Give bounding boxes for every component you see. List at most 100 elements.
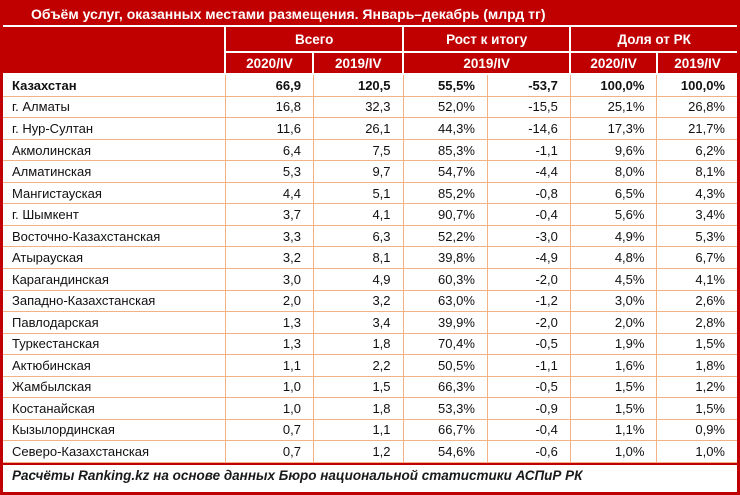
value-cell: 5,6% (569, 203, 658, 226)
value-cell: 2,2 (312, 354, 404, 377)
value-cell: 6,4 (224, 138, 314, 162)
header-sub-row: 2020/IV 2019/IV 2019/IV 2020/IV 2019/IV (3, 51, 737, 74)
value-cell: 11,6 (224, 117, 314, 140)
region-cell: г. Алматы (3, 95, 226, 119)
value-cell: 55,5% (402, 74, 488, 97)
value-cell: 53,3% (402, 397, 488, 420)
table-row: Карагандинская 3,0 4,9 60,3% -2,0 4,5% 4,1% (3, 267, 737, 291)
table-row: Казахстан 66,9 120,5 55,5% -53,7 100,0% 100,0% (3, 74, 737, 97)
value-cell: 2,0% (569, 311, 658, 334)
region-cell: Жамбылская (3, 375, 226, 399)
value-cell: 32,3 (312, 95, 404, 119)
value-cell: 100,0% (569, 74, 658, 97)
value-cell: -1,1 (486, 138, 571, 162)
value-cell: 1,6% (569, 354, 658, 377)
value-cell: 16,8 (224, 95, 314, 119)
value-cell: 85,2% (402, 181, 488, 205)
value-cell: 90,7% (402, 203, 488, 226)
value-cell: 3,4% (656, 203, 737, 226)
value-cell: 2,0 (224, 289, 314, 313)
region-cell: Алматинская (3, 160, 226, 183)
value-cell: 4,9 (312, 267, 404, 291)
table-row: Павлодарская 1,3 3,4 39,9% -2,0 2,0% 2,8% (3, 311, 737, 334)
table-header: Всего Рост к итогу Доля от РК 2020/IV 20… (3, 27, 737, 74)
value-cell: 44,3% (402, 117, 488, 140)
value-cell: 6,5% (569, 181, 658, 205)
table-row: Восточно-Казахстанская 3,3 6,3 52,2% -3,0 4,9… (3, 224, 737, 248)
value-cell: 1,3 (224, 311, 314, 334)
value-cell: 3,4 (312, 311, 404, 334)
value-cell: 54,7% (402, 160, 488, 183)
subheader-share-2019: 2019/IV (655, 51, 737, 74)
value-cell: 1,5 (312, 375, 404, 399)
header-group-row: Всего Рост к итогу Доля от РК (3, 27, 737, 74)
value-cell: 0,7 (224, 418, 314, 442)
value-cell: 4,8% (569, 246, 658, 269)
value-cell: 1,5% (656, 332, 737, 356)
table-row: Кызылординская 0,7 1,1 66,7% -0,4 1,1% 0,9% (3, 418, 737, 442)
value-cell: 8,1 (312, 246, 404, 269)
value-cell: 6,7% (656, 246, 737, 269)
value-cell: 6,3 (312, 224, 404, 248)
value-cell: 70,4% (402, 332, 488, 356)
value-cell: 1,2 (312, 440, 404, 463)
subheader-total-2019: 2019/IV (312, 51, 404, 74)
value-cell: 66,7% (402, 418, 488, 442)
value-cell: 4,3% (656, 181, 737, 205)
column-group-total: Всего (224, 27, 404, 52)
value-cell: -53,7 (486, 74, 571, 97)
value-cell: 1,3 (224, 332, 314, 356)
value-cell: 2,6% (656, 289, 737, 313)
region-cell: Кызылординская (3, 418, 226, 442)
value-cell: 66,3% (402, 375, 488, 399)
region-cell: Казахстан (3, 74, 226, 97)
value-cell: 1,2% (656, 375, 737, 399)
value-cell: -2,0 (486, 311, 571, 334)
value-cell: 1,0% (656, 440, 737, 463)
value-cell: 39,8% (402, 246, 488, 269)
value-cell: 4,4 (224, 181, 314, 205)
value-cell: 5,3 (224, 160, 314, 183)
value-cell: 66,9 (224, 74, 314, 97)
value-cell: -0,8 (486, 181, 571, 205)
value-cell: 4,1% (656, 267, 737, 291)
value-cell: -1,2 (486, 289, 571, 313)
region-cell: Северо-Казахстанская (3, 440, 226, 463)
value-cell: 1,1% (569, 418, 658, 442)
value-cell: 1,8 (312, 397, 404, 420)
table-row: Северо-Казахстанская 0,7 1,2 54,6% -0,6 1,0% 1… (3, 440, 737, 463)
table-row: Западно-Казахстанская 2,0 3,2 63,0% -1,2 3,0%… (3, 289, 737, 313)
region-cell: г. Шымкент (3, 203, 226, 226)
subheader-share-2020: 2020/IV (569, 51, 657, 74)
region-cell: Акмолинская (3, 138, 226, 162)
table-body: Казахстан 66,9 120,5 55,5% -53,7 100,0% 100,0%… (3, 74, 737, 463)
value-cell: 1,1 (312, 418, 404, 442)
value-cell: 2,8% (656, 311, 737, 334)
value-cell: 17,3% (569, 117, 658, 140)
value-cell: 1,8% (656, 354, 737, 377)
value-cell: 4,5% (569, 267, 658, 291)
value-cell: 60,3% (402, 267, 488, 291)
subheader-total-2020: 2020/IV (224, 51, 314, 74)
value-cell: 1,9% (569, 332, 658, 356)
value-cell: -0,4 (486, 418, 571, 442)
value-cell: 1,0 (224, 397, 314, 420)
source-note: Расчёты Ranking.kz на основе данных Бюро… (3, 463, 737, 492)
value-cell: 8,0% (569, 160, 658, 183)
value-cell: 52,2% (402, 224, 488, 248)
value-cell: 9,6% (569, 138, 658, 162)
value-cell: 120,5 (312, 74, 404, 97)
value-cell: 25,1% (569, 95, 658, 119)
region-cell: г. Нур-Султан (3, 117, 226, 140)
value-cell: -1,1 (486, 354, 571, 377)
value-cell: 7,5 (312, 138, 404, 162)
services-volume-table: Всего Рост к итогу Доля от РК 2020/IV 20… (3, 27, 737, 463)
value-cell: 5,1 (312, 181, 404, 205)
table-row: Актюбинская 1,1 2,2 50,5% -1,1 1,6% 1,8% (3, 354, 737, 377)
value-cell: -0,5 (486, 332, 571, 356)
region-cell: Мангистауская (3, 181, 226, 205)
region-cell: Актюбинская (3, 354, 226, 377)
value-cell: 3,3 (224, 224, 314, 248)
value-cell: 1,5% (656, 397, 737, 420)
table-row: Атырауская 3,2 8,1 39,8% -4,9 4,8% 6,7% (3, 246, 737, 269)
